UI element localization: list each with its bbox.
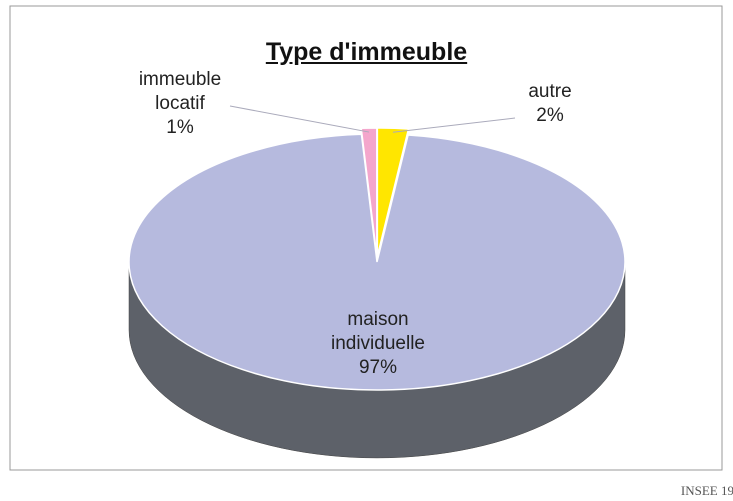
slice-label: autre 2% bbox=[505, 80, 595, 128]
pie-slice bbox=[360, 127, 378, 257]
source-note: INSEE 1990 bbox=[680, 483, 733, 498]
category-label: maison individuelle bbox=[330, 309, 425, 354]
leader-line bbox=[229, 105, 370, 133]
category-label: immeuble locatif bbox=[138, 69, 222, 114]
value-label: 2% bbox=[536, 105, 564, 126]
value-label: 97% bbox=[358, 357, 398, 378]
slice-label: immeuble locatif 1% bbox=[120, 68, 240, 140]
chart-title: Type d'immeuble bbox=[265, 38, 468, 66]
slice-label: maison individuelle 97% bbox=[308, 308, 448, 380]
category-label: autre bbox=[528, 81, 572, 102]
value-label: 1% bbox=[166, 117, 194, 138]
pie-slice bbox=[128, 133, 626, 391]
leader-line bbox=[392, 117, 516, 133]
